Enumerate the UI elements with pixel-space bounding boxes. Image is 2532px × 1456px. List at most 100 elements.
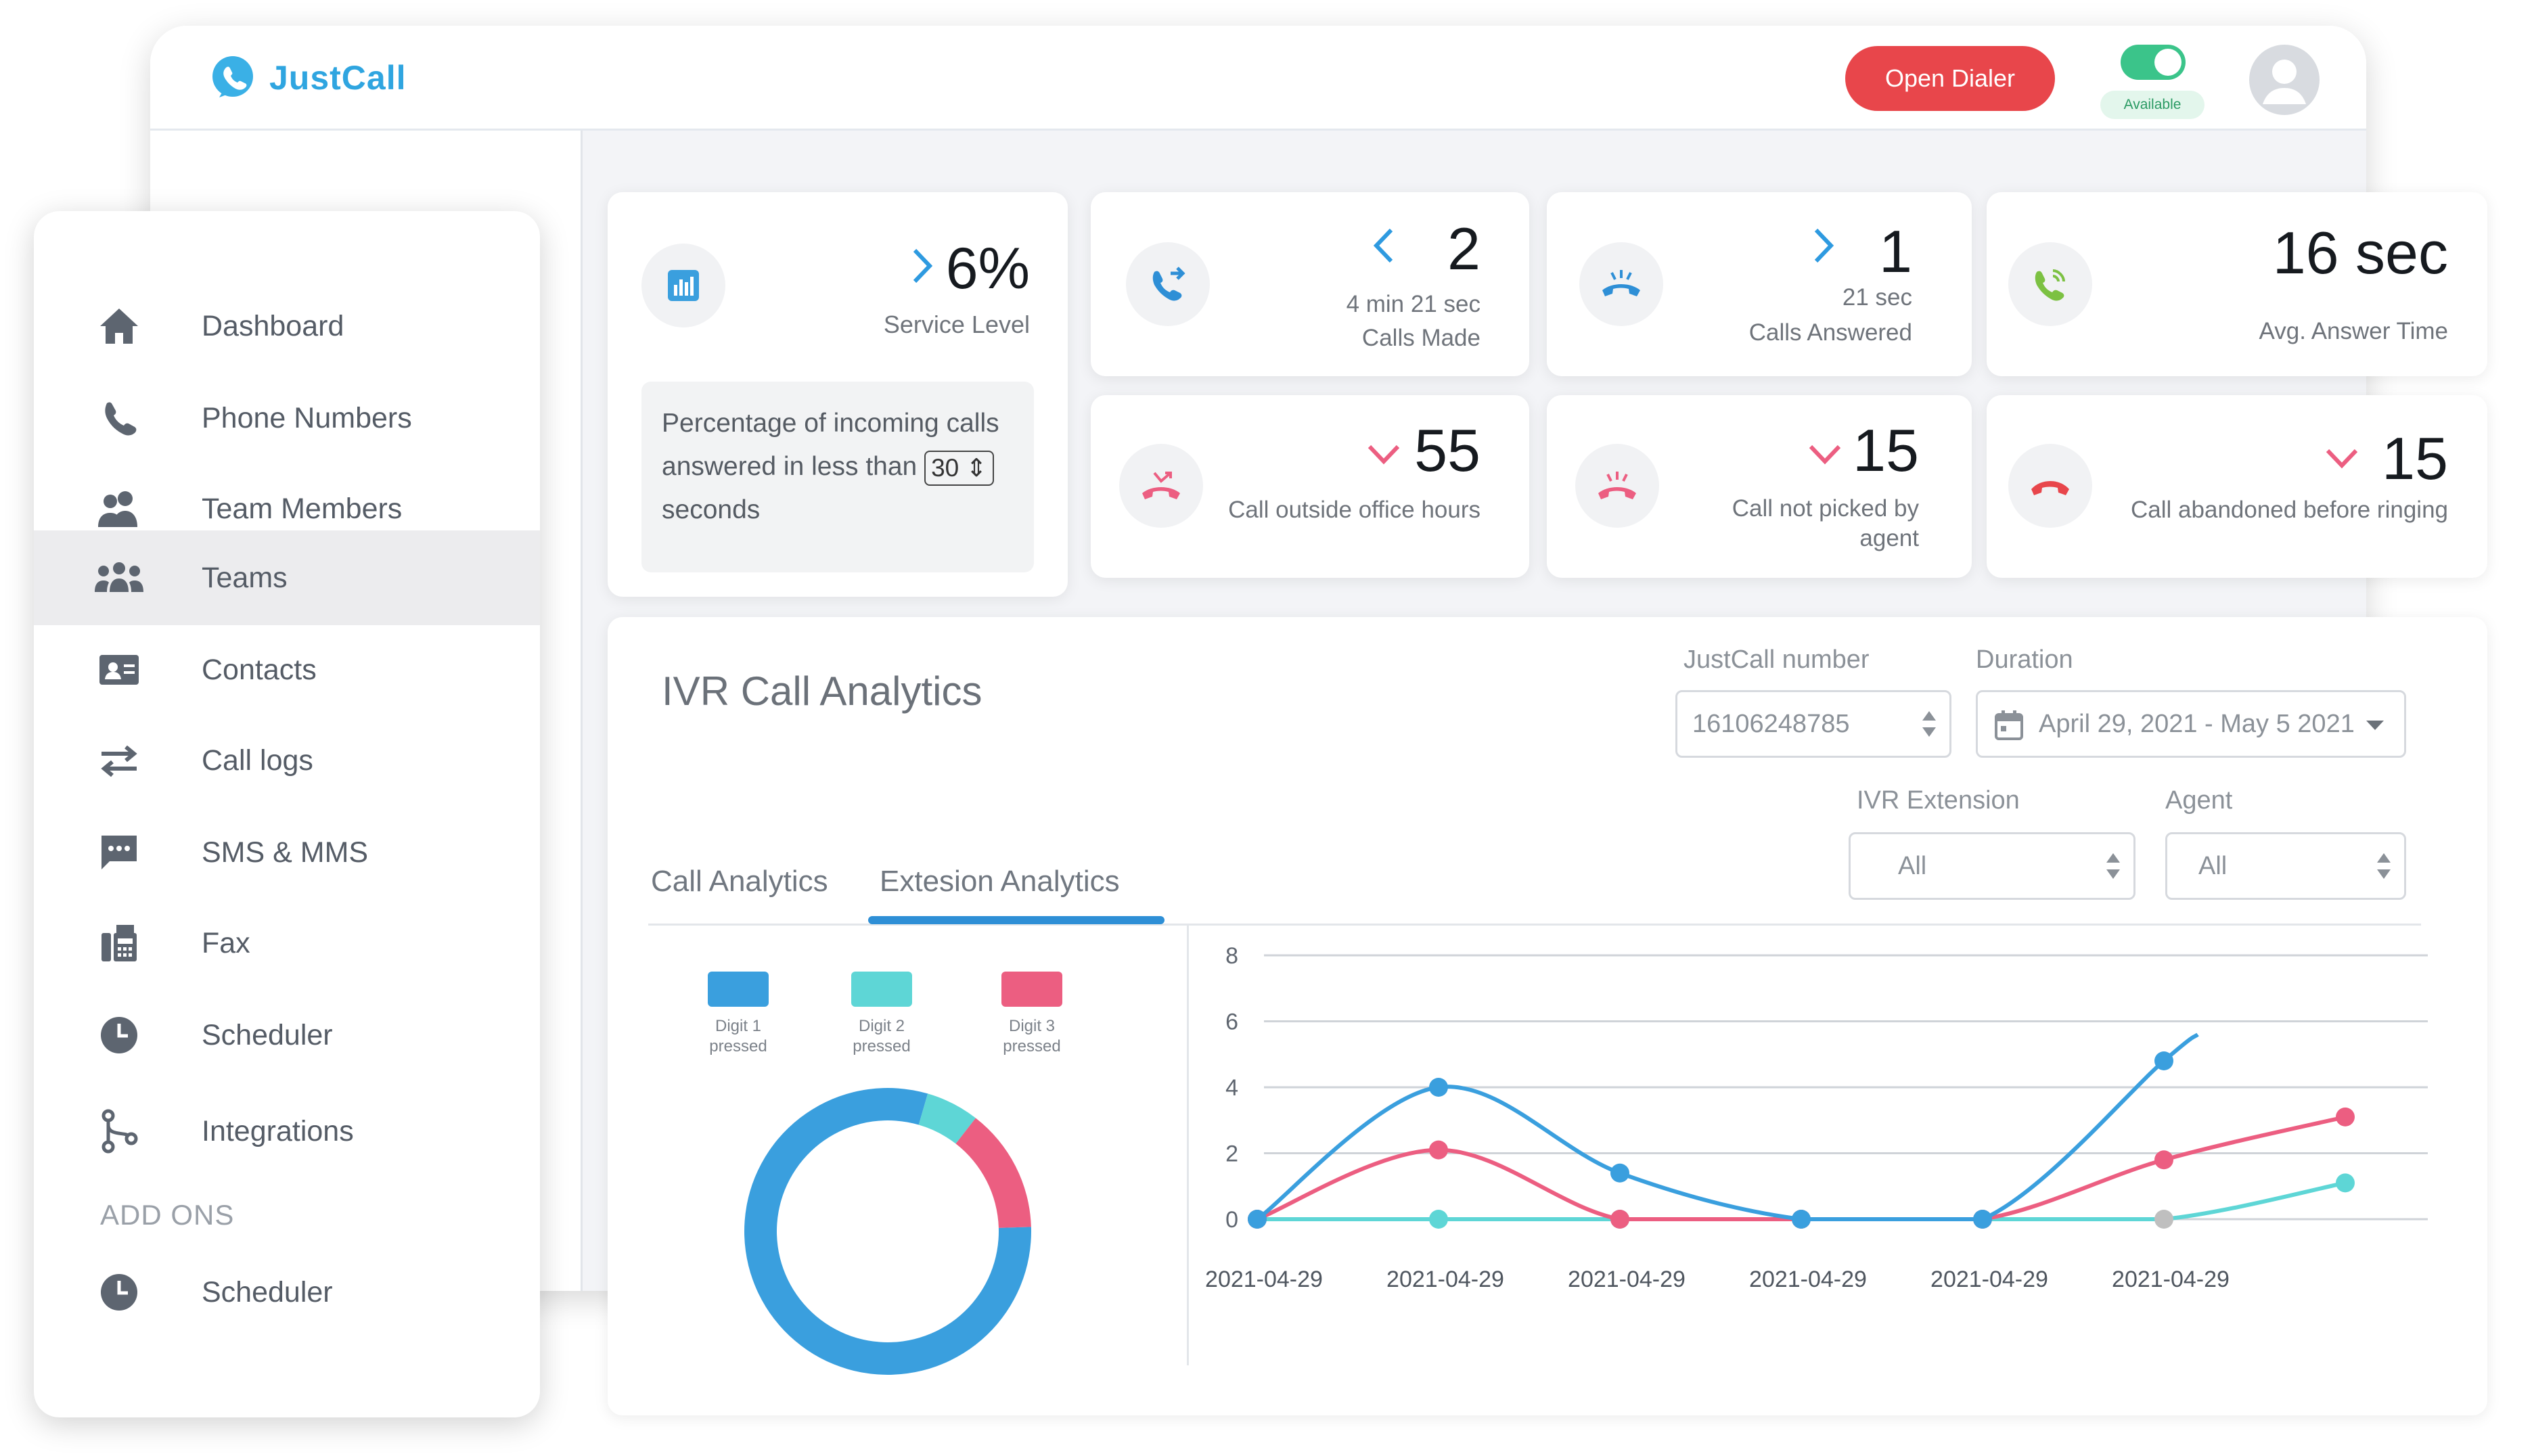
service-level-desc-text: Percentage of incoming calls answered in…	[662, 409, 999, 481]
tab-extension-analytics[interactable]: Extesion Analytics	[880, 865, 1120, 898]
active-tab-indicator	[868, 916, 1165, 924]
x-tick-label: 2021-04-29	[1749, 1267, 1867, 1292]
sidebar-item-integrations[interactable]: Integrations	[34, 1084, 540, 1179]
data-point	[2154, 1210, 2173, 1229]
sidebar-item-label: SMS & MMS	[202, 836, 369, 869]
data-point	[2336, 1107, 2355, 1127]
calls-answered-value: 1	[1879, 218, 1912, 285]
abandoned-value: 15	[2382, 425, 2448, 492]
abandoned-card: 15 Call abandoned before ringing	[1987, 395, 2487, 578]
ivr-extension-value: All	[1898, 851, 1927, 880]
y-tick-label: 6	[1225, 1009, 1238, 1035]
donut-chart	[744, 1088, 1031, 1375]
donut-slice-3	[955, 1118, 1031, 1228]
panel-title: IVR Call Analytics	[662, 668, 982, 714]
availability-toggle[interactable]	[2121, 45, 2186, 80]
sidebar-item-fax[interactable]: Fax	[34, 896, 540, 991]
threshold-stepper[interactable]: 30 ⇕	[924, 450, 994, 486]
calls-made-duration: 4 min 21 sec	[1346, 291, 1480, 317]
chevron-down-icon	[1809, 445, 1841, 465]
chart-divider	[1187, 926, 1189, 1365]
sidebar-item-label: Scheduler	[202, 1018, 333, 1051]
clock-icon	[92, 1008, 146, 1062]
sidebar-item-team-members[interactable]: Team Members	[34, 461, 540, 556]
top-bar: JustCall Open Dialer Available	[150, 26, 2366, 131]
contacts-icon	[92, 643, 146, 697]
spinner-icon	[2106, 853, 2120, 879]
sidebar-item-label: Teams	[202, 561, 288, 594]
calls-made-value: 2	[1447, 215, 1480, 282]
duration-value: April 29, 2021 - May 5 2021	[2039, 709, 2355, 738]
data-point	[1429, 1078, 1448, 1097]
justcall-logo-icon	[212, 56, 253, 97]
y-tick-label: 8	[1225, 943, 1238, 969]
sidebar-item-label: Fax	[202, 926, 250, 959]
logo[interactable]: JustCall	[210, 54, 407, 101]
sidebar-item-call-logs[interactable]: Call logs	[34, 713, 540, 808]
agent-select[interactable]: All	[2165, 832, 2406, 900]
line-chart: 0 2 4 6 8 2021-04-29 2021-04-29 2021-04-29 2021-…	[1205, 943, 2428, 1292]
duration-select[interactable]: April 29, 2021 - May 5 2021	[1976, 690, 2406, 758]
justcall-number-select[interactable]: 16106248785	[1675, 690, 1951, 758]
phone-ringing-icon	[2008, 242, 2092, 326]
app-name: JustCall	[269, 59, 407, 97]
sidebar-item-sms[interactable]: SMS & MMS	[34, 805, 540, 900]
avg-answer-value: 16 sec	[2272, 219, 2448, 286]
agent-label: Agent	[2165, 786, 2233, 815]
data-point	[2154, 1150, 2173, 1170]
not-picked-card: 15 Call not picked by agent	[1547, 395, 1972, 578]
teams-icon	[92, 551, 146, 605]
spinner-icon	[1922, 711, 1936, 737]
abandoned-label: Call abandoned before ringing	[2131, 497, 2448, 523]
chevron-down-icon	[1367, 445, 1400, 465]
home-icon	[92, 299, 146, 353]
data-point	[2336, 1173, 2355, 1193]
outside-hours-card: 55 Call outside office hours	[1091, 395, 1529, 578]
x-tick-label: 2021-04-29	[1205, 1267, 1323, 1292]
ivr-analytics-panel: IVR Call Analytics JustCall number 16106…	[608, 617, 2487, 1415]
call-declined-icon	[1575, 444, 1659, 528]
calls-answered-card: 1 21 sec Calls Answered	[1547, 192, 1972, 376]
ivr-extension-select[interactable]: All	[1849, 832, 2135, 900]
integrations-icon	[92, 1104, 146, 1158]
y-tick-label: 4	[1225, 1075, 1238, 1101]
legend-digit-3: Digit 3 pressed	[981, 972, 1083, 1057]
open-dialer-button[interactable]: Open Dialer	[1845, 46, 2055, 111]
avg-answer-time-card: 16 sec Avg. Answer Time	[1987, 192, 2487, 376]
sidebar-item-dashboard[interactable]: Dashboard	[34, 279, 540, 373]
sidebar-item-label: Integrations	[202, 1114, 354, 1147]
not-picked-value: 15	[1853, 417, 1919, 484]
series-line-2	[1256, 1114, 2346, 1221]
sidebar-item-label: Phone Numbers	[202, 401, 412, 434]
addons-heading: ADD ONS	[100, 1199, 235, 1231]
legend-digit-2: Digit 2 pressed	[831, 972, 932, 1057]
calls-answered-label: Calls Answered	[1748, 319, 1912, 346]
sidebar-item-scheduler[interactable]: Scheduler	[34, 988, 540, 1083]
data-point	[1610, 1163, 1629, 1183]
sidebar-item-teams[interactable]: Teams	[34, 530, 540, 625]
sidebar: Dashboard Phone Numbers Team Members Tea…	[34, 211, 540, 1417]
avatar[interactable]	[2249, 45, 2320, 115]
agent-value: All	[2198, 851, 2228, 880]
donut-slice-2	[918, 1093, 976, 1144]
outside-hours-value: 55	[1414, 417, 1480, 484]
outgoing-call-icon	[1126, 242, 1210, 326]
data-point	[1429, 1140, 1448, 1160]
legend-swatch	[708, 972, 769, 1007]
sidebar-item-contacts[interactable]: Contacts	[34, 622, 540, 717]
caret-down-icon	[2366, 721, 2384, 730]
y-tick-label: 0	[1225, 1207, 1238, 1233]
calendar-icon	[1995, 710, 2023, 740]
x-tick-label: 2021-04-29	[2112, 1267, 2230, 1292]
legend-digit-1: Digit 1 pressed	[687, 972, 789, 1057]
ivr-extension-label: IVR Extension	[1857, 786, 2020, 815]
duration-label: Duration	[1976, 645, 2073, 674]
service-level-value: 6%	[945, 236, 1030, 301]
sidebar-item-phone-numbers[interactable]: Phone Numbers	[34, 371, 540, 465]
sidebar-item-addon-scheduler[interactable]: Scheduler	[34, 1245, 540, 1340]
service-level-label: Service Level	[883, 311, 1030, 338]
data-point	[1429, 1210, 1448, 1229]
chart-bar-icon	[641, 244, 725, 327]
sidebar-item-label: Dashboard	[202, 309, 344, 342]
tab-call-analytics[interactable]: Call Analytics	[651, 865, 828, 898]
